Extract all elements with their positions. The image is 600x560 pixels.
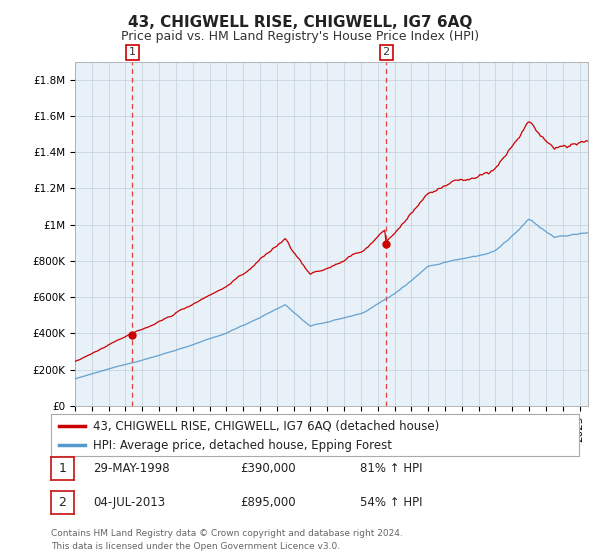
Text: £390,000: £390,000 [240,462,296,475]
Text: Contains HM Land Registry data © Crown copyright and database right 2024.
This d: Contains HM Land Registry data © Crown c… [51,529,403,550]
Text: HPI: Average price, detached house, Epping Forest: HPI: Average price, detached house, Eppi… [93,438,392,451]
Text: 2: 2 [383,48,390,58]
Text: 54% ↑ HPI: 54% ↑ HPI [360,496,422,509]
Text: 81% ↑ HPI: 81% ↑ HPI [360,462,422,475]
Text: 2: 2 [58,496,67,509]
Text: 04-JUL-2013: 04-JUL-2013 [93,496,165,509]
Text: Price paid vs. HM Land Registry's House Price Index (HPI): Price paid vs. HM Land Registry's House … [121,30,479,43]
Text: 29-MAY-1998: 29-MAY-1998 [93,462,170,475]
Text: 43, CHIGWELL RISE, CHIGWELL, IG7 6AQ (detached house): 43, CHIGWELL RISE, CHIGWELL, IG7 6AQ (de… [93,419,439,432]
Text: £895,000: £895,000 [240,496,296,509]
Text: 1: 1 [129,48,136,58]
Text: 1: 1 [58,462,67,475]
Text: 43, CHIGWELL RISE, CHIGWELL, IG7 6AQ: 43, CHIGWELL RISE, CHIGWELL, IG7 6AQ [128,15,472,30]
